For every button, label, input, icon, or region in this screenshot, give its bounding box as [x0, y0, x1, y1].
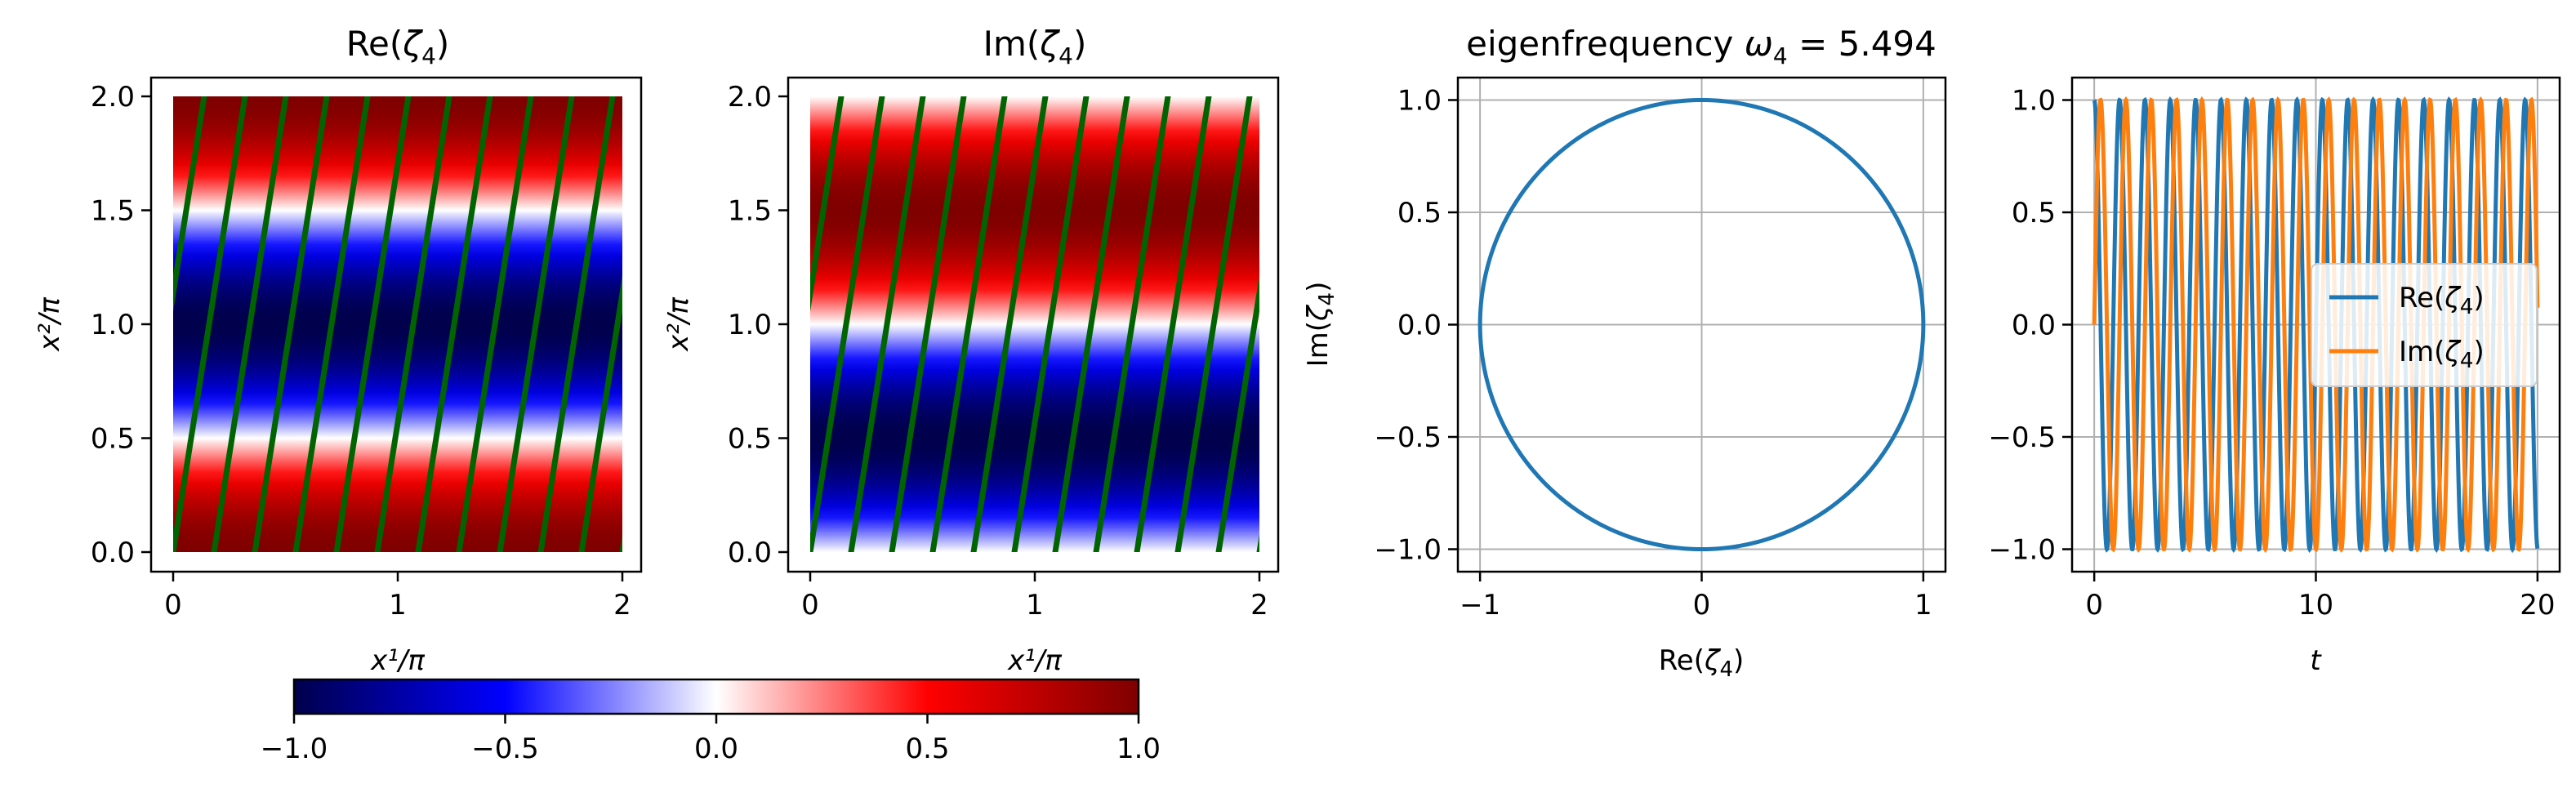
x-tick-label: 2	[613, 589, 631, 621]
y-tick-label: 0.5	[728, 423, 772, 456]
trajectory-segment	[456, 96, 534, 552]
trajectory-segment	[415, 96, 493, 552]
y-tick-label: 1.0	[2012, 85, 2056, 118]
trajectory-segment	[1052, 96, 1130, 552]
x-tick-label: −1	[1460, 589, 1500, 621]
colorbar-gradient	[292, 678, 1140, 715]
trajectory-segment	[1093, 96, 1171, 552]
panel-im-heatmap: Im(ζ4) 0 1 2 0.0 0.5 1.0 1.5 2.0 x¹/π x²/π	[662, 24, 1280, 677]
trajectory-segment	[1134, 96, 1212, 552]
x-tick-label: 0	[164, 589, 182, 621]
y-tick-label: 1.0	[728, 309, 772, 341]
colorbar: −1.0 −0.5 0.0 0.5 1.0	[261, 678, 1161, 765]
trajectory-segment	[578, 274, 622, 552]
trajectory-segment	[889, 96, 967, 552]
colorbar-tick-label: −0.5	[471, 733, 539, 765]
x-axis-label: x¹/π	[370, 644, 425, 677]
legend-label-im: Im(ζ4)	[2399, 336, 2485, 373]
legend-label-re: Re(ζ4)	[2399, 282, 2485, 319]
y-tick-label: −0.5	[1374, 421, 1442, 454]
colorbar-tick-label: 0.0	[694, 733, 738, 765]
y-tick-label: 0.5	[2012, 197, 2056, 229]
y-axis-label: x²/π	[33, 297, 66, 352]
y-tick-label: 1.5	[728, 195, 772, 228]
trajectory-segment	[333, 96, 412, 552]
y-axis-label: x²/π	[662, 297, 695, 352]
x-tick-label: 1	[1026, 589, 1044, 621]
legend: Re(ζ4) Im(ζ4)	[2311, 263, 2538, 387]
trajectory-segment	[173, 96, 207, 312]
trajectory-segment	[810, 96, 885, 552]
trajectory-lines	[173, 96, 622, 552]
trajectory-segment	[497, 96, 575, 552]
colorbar-tick-label: 1.0	[1116, 733, 1161, 765]
panel-title: Re(ζ4)	[346, 24, 450, 69]
y-tick-label: 0.0	[2012, 310, 2056, 342]
y-tick-label: 2.0	[728, 81, 772, 114]
trajectory-lines	[810, 96, 1259, 552]
y-tick-label: 1.0	[1397, 85, 1442, 118]
y-tick-label: 0.0	[728, 537, 772, 569]
grid	[1458, 78, 1945, 572]
trajectory-segment	[1215, 274, 1259, 552]
y-tick-label: −1.0	[1374, 534, 1442, 567]
x-axis-label: x¹/π	[1007, 644, 1062, 677]
trajectory-segment	[537, 96, 616, 552]
y-tick-label: 0.5	[1397, 197, 1442, 229]
x-tick-label: 0	[801, 589, 819, 621]
trajectory-segment	[173, 96, 248, 552]
trajectory-segment	[1011, 96, 1090, 552]
panel-title: Im(ζ4)	[983, 24, 1087, 69]
x-tick-label: 20	[2520, 589, 2555, 621]
y-tick-label: 0.5	[91, 423, 135, 456]
y-tick-label: 0.0	[91, 537, 135, 569]
x-tick-label: 1	[1914, 589, 1932, 621]
panel-eigenfrequency-circle: eigenfrequency ω4 = 5.494 −1 0 1 −1.0 −0.5 0.…	[1302, 24, 1947, 682]
colorbar-tick-label: −1.0	[261, 733, 328, 765]
y-tick-label: −0.5	[1988, 421, 2056, 454]
trajectory-segment	[810, 96, 845, 312]
y-tick-label: 0.0	[1397, 310, 1442, 342]
y-tick-label: 1.0	[91, 309, 135, 341]
colorbar-tick-label: 0.5	[905, 733, 949, 765]
x-axis-label: t	[2310, 644, 2322, 677]
panel-re-heatmap: Re(ζ4) 0 1 2 0.0 0.5 1.0 1.5 2.0 x¹/π x²/π	[33, 24, 643, 677]
x-axis-label: Re(ζ4)	[1659, 644, 1745, 682]
trajectory-segment	[1174, 96, 1253, 552]
x-tick-label: 0	[2085, 589, 2103, 621]
panel-title: eigenfrequency ω4 = 5.494	[1466, 24, 1936, 69]
y-tick-label: 1.5	[91, 195, 135, 228]
series-im	[2092, 96, 2540, 554]
panel-time-series: 0 10 20 −1.0 −0.5 0.0 0.5 1.0 t Re(ζ4) Im(ζ4)	[1988, 76, 2561, 677]
circle-series	[1477, 97, 1926, 552]
trajectory-segment	[970, 96, 1049, 552]
y-axis-label: Im(ζ4)	[1302, 282, 1339, 368]
legend-box	[2311, 263, 2538, 387]
trajectory-segment	[374, 96, 452, 552]
y-tick-label: −1.0	[1988, 534, 2056, 567]
trajectory-segment	[848, 96, 926, 552]
trajectory-segment	[252, 96, 330, 552]
y-tick-label: 2.0	[91, 81, 135, 114]
trajectory-segment	[929, 96, 1008, 552]
x-tick-label: 10	[2298, 589, 2333, 621]
trajectory-segment	[292, 96, 371, 552]
x-tick-label: 2	[1250, 589, 1268, 621]
x-tick-label: 1	[389, 589, 407, 621]
trajectory-segment	[211, 96, 289, 552]
x-tick-label: 0	[1693, 589, 1711, 621]
